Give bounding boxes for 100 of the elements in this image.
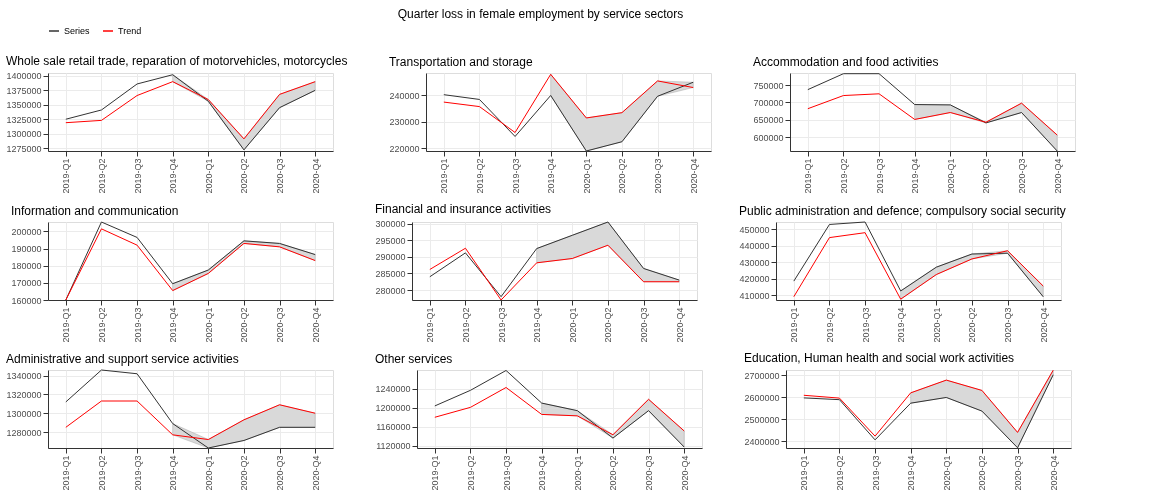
x-tick-label: 2019-Q3 <box>132 158 143 194</box>
x-tick-label: 2020-Q3 <box>275 158 286 194</box>
x-tick-label: 2020-Q4 <box>310 307 321 343</box>
y-tick-label: 190000 <box>11 244 42 255</box>
y-tick-label: 1300000 <box>6 408 42 419</box>
y-tick-label: 220000 <box>389 143 420 154</box>
y-tick-label: 750000 <box>753 80 784 91</box>
x-tick-label: 2019-Q2 <box>474 158 485 194</box>
line-series <box>429 221 680 298</box>
x-tick-label: 2020-Q2 <box>977 455 988 491</box>
x-tick-label: 2019-Q2 <box>96 158 107 194</box>
x-tick-label: 2019-Q1 <box>61 455 72 491</box>
x-tick-label: 2020-Q1 <box>945 158 956 194</box>
line-series <box>429 244 680 301</box>
y-tick-label: 1280000 <box>6 427 42 438</box>
x-tick-label: 2019-Q1 <box>789 307 800 343</box>
x-tick-label: 2019-Q3 <box>870 455 881 491</box>
x-tick-label: 2019-Q3 <box>501 455 512 491</box>
x-tick-label: 2019-Q1 <box>803 158 814 194</box>
chart-title: Whole sale retail trade, reparation of motorvehicles, motorcycles <box>5 53 348 68</box>
x-tick-label: 2019-Q3 <box>510 158 521 194</box>
y-tick-label: 2500000 <box>744 414 780 425</box>
y-tick-label: 1200000 <box>375 403 411 414</box>
y-tick-label: 1350000 <box>6 100 42 111</box>
y-tick-label: 600000 <box>753 132 784 143</box>
x-tick-label: 2020-Q4 <box>1038 307 1049 343</box>
chart-title: Accommodation and food activities <box>752 55 939 69</box>
x-tick-label: 2020-Q3 <box>1013 455 1024 491</box>
x-tick-label: 2019-Q1 <box>61 158 72 194</box>
x-tick-label: 2020-Q2 <box>603 307 614 343</box>
x-tick-label: 2020-Q3 <box>644 455 655 491</box>
x-tick-label: 2019-Q1 <box>439 158 450 194</box>
line-series <box>793 221 1044 298</box>
x-tick-label: 2020-Q3 <box>639 307 650 343</box>
x-tick-label: 2019-Q2 <box>460 307 471 343</box>
y-tick-label: 1340000 <box>6 371 42 382</box>
y-tick-label: 700000 <box>753 97 784 108</box>
chart-title: Administrative and support service activities <box>5 351 239 366</box>
x-tick-label: 2020-Q4 <box>674 307 685 343</box>
x-tick-label: 2019-Q2 <box>838 158 849 194</box>
x-tick-label: 2020-Q1 <box>203 307 214 343</box>
chart-title: Information and communication <box>10 203 179 218</box>
y-tick-label: 2600000 <box>744 392 780 403</box>
x-tick-label: 2020-Q3 <box>275 307 286 343</box>
x-tick-label: 2019-Q4 <box>168 455 179 491</box>
chart-title: Transportation and storage <box>388 55 533 69</box>
y-tick-label: 2400000 <box>744 436 780 447</box>
x-tick-label: 2020-Q3 <box>275 455 286 491</box>
y-tick-label: 240000 <box>389 90 420 101</box>
x-tick-label: 2019-Q1 <box>61 307 72 343</box>
x-tick-label: 2020-Q2 <box>608 455 619 491</box>
x-tick-label: 2020-Q2 <box>239 158 250 194</box>
line-series <box>793 232 1044 300</box>
x-tick-label: 2020-Q4 <box>679 455 690 491</box>
y-tick-label: 170000 <box>11 278 42 289</box>
x-tick-label: 2019-Q3 <box>874 158 885 194</box>
x-tick-label: 2020-Q4 <box>1048 455 1059 491</box>
x-tick-label: 2020-Q3 <box>1003 307 1014 343</box>
x-tick-label: 2020-Q1 <box>581 158 592 194</box>
y-tick-label: 290000 <box>375 252 406 263</box>
x-tick-label: 2019-Q2 <box>96 455 107 491</box>
text: Quarter loss in female employment by service sectors <box>397 7 684 21</box>
x-tick-label: 2019-Q4 <box>168 307 179 343</box>
x-tick-label: 2019-Q4 <box>896 307 907 343</box>
x-tick-label: 2019-Q3 <box>132 307 143 343</box>
x-tick-label: 2020-Q1 <box>572 455 583 491</box>
y-tick-label: 180000 <box>11 261 42 272</box>
line-series <box>65 81 316 140</box>
y-tick-label: 410000 <box>739 290 770 301</box>
y-tick-label: 1320000 <box>6 389 42 400</box>
y-tick-label: 1275000 <box>6 143 42 154</box>
y-tick-label: 450000 <box>739 224 770 235</box>
y-tick-label: 295000 <box>375 235 406 246</box>
line-series <box>434 386 685 436</box>
chart-title: Education, Human health and social work activities <box>743 351 1015 366</box>
y-tick-label: 1120000 <box>376 441 411 452</box>
x-tick-label: 2019-Q4 <box>906 455 917 491</box>
x-tick-label: 2019-Q4 <box>546 158 557 194</box>
y-tick-label: 300000 <box>375 219 406 230</box>
line-series <box>443 73 694 133</box>
x-tick-label: 2019-Q1 <box>425 307 436 343</box>
line-series <box>65 400 316 441</box>
x-tick-label: 2020-Q3 <box>1017 158 1028 194</box>
x-tick-label: 2020-Q4 <box>1052 158 1063 194</box>
x-tick-label: 2020-Q4 <box>310 455 321 491</box>
x-tick-label: 2019-Q4 <box>537 455 548 491</box>
x-tick-label: 2020-Q1 <box>203 455 214 491</box>
y-tick-label: 230000 <box>389 117 420 128</box>
legend-label: Trend <box>118 26 142 36</box>
x-tick-label: 2020-Q2 <box>981 158 992 194</box>
x-tick-label: 2019-Q2 <box>834 455 845 491</box>
y-tick-label: 420000 <box>739 274 770 285</box>
y-tick-label: 1160000 <box>376 422 411 433</box>
x-tick-label: 2019-Q2 <box>465 455 476 491</box>
y-tick-label: 1240000 <box>375 384 411 395</box>
x-tick-label: 2019-Q4 <box>532 307 543 343</box>
x-tick-label: 2019-Q2 <box>824 307 835 343</box>
x-tick-label: 2019-Q4 <box>168 158 179 194</box>
x-tick-label: 2020-Q1 <box>567 307 578 343</box>
y-tick-label: 160000 <box>11 295 42 306</box>
